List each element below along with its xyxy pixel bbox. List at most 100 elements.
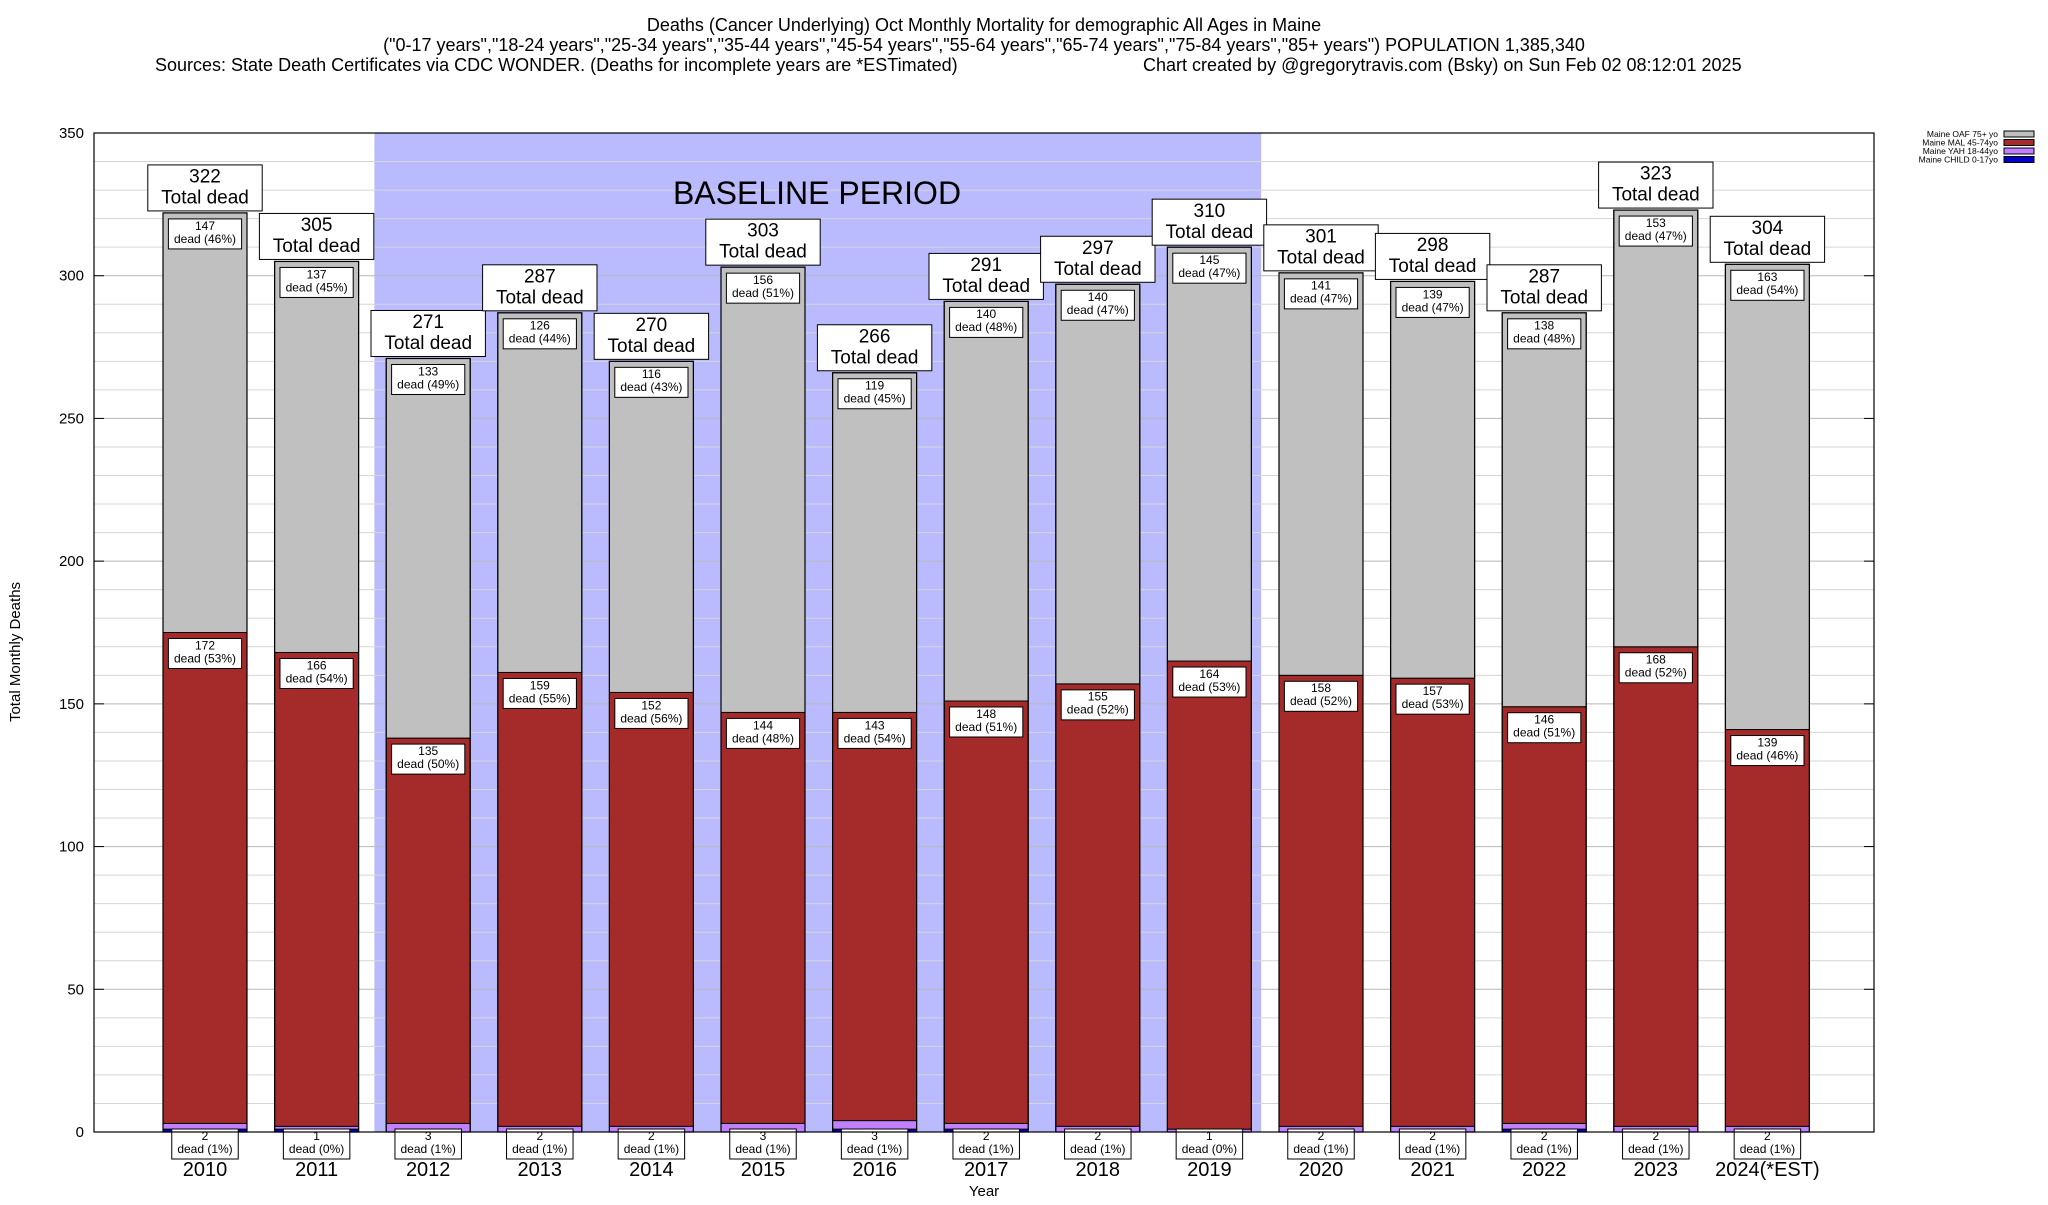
data-label-oaf-box <box>949 306 1024 338</box>
data-label-yah-text: 1 <box>1206 1129 1213 1143</box>
data-label-oaf-text: 141 <box>1311 279 1331 293</box>
data-label-yah-text: dead (1%) <box>177 1142 232 1156</box>
x-tick-label: 2018 <box>1076 1159 1121 1181</box>
bar-segment <box>1613 209 1699 648</box>
y-tick-label: 50 <box>67 981 84 998</box>
data-label-oaf-text: dead (54%) <box>1736 283 1798 297</box>
data-label-yah-box <box>952 1128 1020 1160</box>
y-tick-label: 250 <box>59 410 84 427</box>
data-label-yah-text: 2 <box>1764 1129 1771 1143</box>
data-label-yah-box <box>1175 1128 1244 1160</box>
data-label-mal-box <box>1507 712 1582 744</box>
data-label-mal-text: dead (50%) <box>397 757 459 771</box>
bar-segment <box>274 260 360 653</box>
x-tick-label: 2012 <box>406 1159 451 1181</box>
data-label-yah-box <box>617 1128 686 1160</box>
data-label-yah-text: 2 <box>983 1129 990 1143</box>
chart-title: Deaths (Cancer Underlying) Oct Monthly M… <box>647 15 1321 35</box>
data-label-oaf-box <box>1172 252 1247 284</box>
data-label-oaf-text: 140 <box>976 307 996 321</box>
bar-segment <box>1278 674 1364 1127</box>
data-label-mal-box <box>502 677 577 709</box>
total-label-box <box>816 324 933 372</box>
data-label-yah-text: dead (1%) <box>1405 1142 1460 1156</box>
data-label-mal-text: 152 <box>641 698 661 712</box>
data-label-oaf-text: dead (47%) <box>1290 292 1352 306</box>
data-label-mal-text: dead (53%) <box>174 651 236 665</box>
data-label-yah-text: 2 <box>1541 1129 1548 1143</box>
y-tick-label: 300 <box>59 268 84 285</box>
data-label-yah-text: dead (1%) <box>735 1142 790 1156</box>
data-label-yah-text: 2 <box>1652 1129 1659 1143</box>
total-label-box <box>1263 224 1379 272</box>
data-label-yah-text: dead (0%) <box>1182 1142 1237 1156</box>
bar-segment <box>1390 677 1476 1127</box>
data-label-yah-box <box>394 1128 462 1160</box>
total-label-box <box>147 164 263 212</box>
data-label-yah-text: dead (1%) <box>959 1142 1014 1156</box>
data-label-mal-text: dead (54%) <box>844 731 906 745</box>
data-label-mal-text: dead (56%) <box>620 711 682 725</box>
data-label-mal-text: dead (52%) <box>1625 666 1687 680</box>
data-label-mal-text: dead (51%) <box>1513 726 1575 740</box>
data-label-yah-text: dead (1%) <box>401 1142 456 1156</box>
data-label-yah-text: dead (1%) <box>624 1142 679 1156</box>
data-label-yah-box <box>506 1128 574 1160</box>
data-label-oaf-text: 116 <box>642 367 661 381</box>
legend-swatch <box>2003 139 2035 146</box>
data-label-mal-text: 148 <box>976 707 996 721</box>
bar-segment <box>1166 246 1252 662</box>
data-label-yah-text: 2 <box>1429 1129 1436 1143</box>
total-label-text: 297 <box>1082 238 1114 259</box>
total-label-box <box>1709 215 1826 263</box>
bar-segment <box>720 266 806 713</box>
total-label-text: 303 <box>747 221 779 242</box>
x-tick-label: 2010 <box>183 1159 228 1181</box>
data-label-yah-box <box>1622 1128 1690 1160</box>
total-label-box <box>1040 235 1156 283</box>
data-label-yah-text: dead (1%) <box>1517 1142 1572 1156</box>
bar-segment <box>385 737 471 1124</box>
data-label-mal-box <box>1172 666 1247 698</box>
data-label-oaf-text: dead (51%) <box>732 286 794 300</box>
bar-segment <box>1166 660 1252 1130</box>
data-label-oaf-text: dead (47%) <box>1178 266 1240 280</box>
total-label-box <box>1598 161 1714 209</box>
total-label-box <box>593 312 710 360</box>
data-label-oaf-box <box>1060 289 1135 321</box>
total-label-text: Total dead <box>496 287 584 308</box>
total-label-text: Total dead <box>831 347 919 368</box>
total-label-text: 323 <box>1640 164 1672 185</box>
bar-segment <box>1055 683 1141 1127</box>
data-label-oaf-text: dead (45%) <box>844 392 906 406</box>
data-label-oaf-box <box>1507 318 1582 350</box>
data-label-mal-text: 166 <box>307 658 327 672</box>
data-label-oaf-box <box>391 363 466 395</box>
bar-segment <box>274 651 360 1127</box>
data-label-oaf-text: 126 <box>530 319 550 333</box>
data-label-mal-text: 168 <box>1646 653 1666 667</box>
legend-swatch <box>2003 130 2035 138</box>
